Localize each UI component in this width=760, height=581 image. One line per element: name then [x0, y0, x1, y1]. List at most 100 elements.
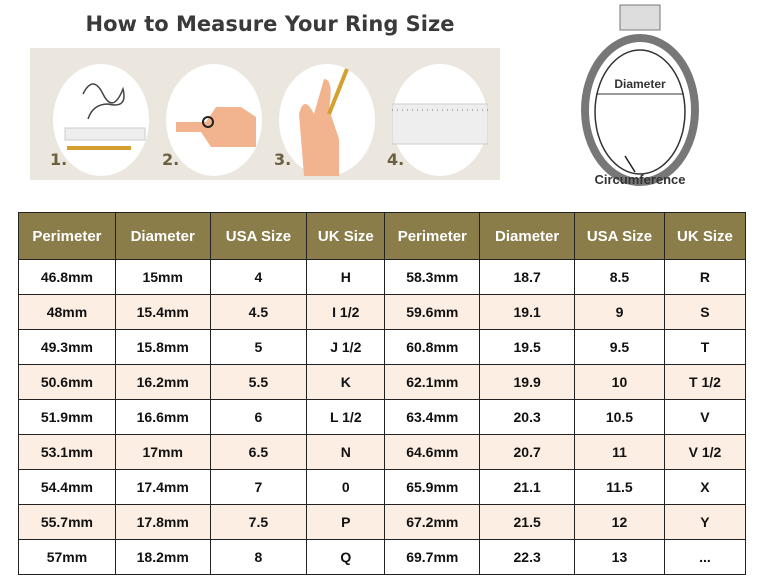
table-row: 48mm 15.4mm 4.5 I 1/2 59.6mm 19.1 9 S: [18, 294, 747, 330]
table-cell: 16.6mm: [114, 399, 211, 435]
table-row: 53.1mm 17mm 6.5 N 64.6mm 20.7 11 V 1/2: [18, 434, 747, 470]
table-cell: 19.5: [479, 329, 575, 365]
finger-wrap-icon: [176, 107, 256, 147]
table-cell: 5.5: [209, 364, 308, 400]
string-ruler-pencil-icon: [64, 83, 146, 150]
table-cell: 8: [209, 539, 308, 575]
column-header: Diameter: [114, 212, 211, 260]
table-cell: 55.7mm: [18, 504, 116, 540]
step-2-image: [166, 64, 262, 176]
table-row: 50.6mm 16.2mm 5.5 K 62.1mm 19.9 10 T 1/2: [18, 364, 747, 400]
table-cell: 67.2mm: [384, 504, 481, 540]
table-cell: 19.1: [479, 294, 575, 330]
table-cell: I 1/2: [306, 294, 386, 330]
ring-icon: Diameter Circumference: [581, 4, 699, 187]
table-cell: 7.5: [209, 504, 308, 540]
step-1-number: 1.: [50, 150, 68, 169]
table-cell: 65.9mm: [384, 469, 481, 505]
table-cell: 48mm: [18, 294, 116, 330]
table-cell: 49.3mm: [18, 329, 116, 365]
table-cell: V: [663, 399, 747, 435]
table-cell: 9: [573, 294, 665, 330]
table-cell: P: [306, 504, 386, 540]
table-cell: S: [663, 294, 747, 330]
table-cell: 17mm: [114, 434, 211, 470]
page-title: How to Measure Your Ring Size: [85, 12, 455, 36]
table-cell: 53.1mm: [18, 434, 116, 470]
step-3-image: [279, 64, 375, 176]
circumference-label: Circumference: [594, 172, 685, 187]
ring-diagram: Diameter Circumference: [570, 0, 730, 195]
column-header: UK Size: [663, 212, 747, 260]
table-cell: J 1/2: [306, 329, 386, 365]
table-cell: 19.9: [479, 364, 575, 400]
measure-steps-illustration: 1. 2. 3. 4.: [30, 48, 500, 180]
table-cell: 6: [209, 399, 308, 435]
table-row: 46.8mm 15mm 4 H 58.3mm 18.7 8.5 R: [18, 259, 747, 295]
table-cell: 57mm: [18, 539, 116, 575]
hand-pencil-icon: [299, 68, 349, 176]
step-4-number: 4.: [387, 150, 405, 169]
table-cell: 22.3: [479, 539, 575, 575]
table-cell: 11.5: [573, 469, 665, 505]
table-cell: 10: [573, 364, 665, 400]
column-header: USA Size: [573, 212, 665, 260]
table-cell: 50.6mm: [18, 364, 116, 400]
table-cell: 15mm: [114, 259, 211, 295]
step-3-number: 3.: [274, 150, 292, 169]
table-cell: N: [306, 434, 386, 470]
table-cell: 21.1: [479, 469, 575, 505]
table-cell: 17.4mm: [114, 469, 211, 505]
column-header: UK Size: [306, 212, 386, 260]
table-cell: 8.5: [573, 259, 665, 295]
table-cell: 63.4mm: [384, 399, 481, 435]
table-cell: 18.7: [479, 259, 575, 295]
table-cell: 13: [573, 539, 665, 575]
table-cell: 12: [573, 504, 665, 540]
table-cell: 20.3: [479, 399, 575, 435]
table-cell: 59.6mm: [384, 294, 481, 330]
table-cell: 15.4mm: [114, 294, 211, 330]
table-cell: 54.4mm: [18, 469, 116, 505]
ring-size-table: Perimeter Diameter USA Size UK Size Perimete…: [18, 212, 747, 575]
table-cell: 7: [209, 469, 308, 505]
diameter-label: Diameter: [614, 77, 666, 91]
table-cell: R: [663, 259, 747, 295]
table-row: 49.3mm 15.8mm 5 J 1/2 60.8mm 19.5 9.5 T: [18, 329, 747, 365]
table-cell: 18.2mm: [114, 539, 211, 575]
table-cell: 9.5: [573, 329, 665, 365]
table-cell: 15.8mm: [114, 329, 211, 365]
table-cell: 4: [209, 259, 308, 295]
table-cell: V 1/2: [663, 434, 747, 470]
table-cell: 21.5: [479, 504, 575, 540]
table-cell: Y: [663, 504, 747, 540]
column-header: Perimeter: [18, 212, 116, 260]
column-header: Diameter: [479, 212, 575, 260]
table-cell: 69.7mm: [384, 539, 481, 575]
table-cell: 60.8mm: [384, 329, 481, 365]
table-row: 54.4mm 17.4mm 7 0 65.9mm 21.1 11.5 X: [18, 469, 747, 505]
table-cell: 0: [306, 469, 386, 505]
table-cell: 62.1mm: [384, 364, 481, 400]
table-cell: X: [663, 469, 747, 505]
column-header: Perimeter: [384, 212, 481, 260]
table-header: Perimeter Diameter USA Size UK Size Perimete…: [18, 212, 747, 260]
table-cell: 51.9mm: [18, 399, 116, 435]
table-row: 57mm 18.2mm 8 Q 69.7mm 22.3 13...: [18, 539, 747, 575]
table-cell: 17.8mm: [114, 504, 211, 540]
step-4-image: [391, 64, 489, 176]
table-cell: 58.3mm: [384, 259, 481, 295]
table-cell: 20.7: [479, 434, 575, 470]
table-cell: 11: [573, 434, 665, 470]
table-cell: L 1/2: [306, 399, 386, 435]
table-cell: T: [663, 329, 747, 365]
table-cell: K: [306, 364, 386, 400]
step-1-image: [53, 64, 149, 176]
table-cell: Q: [306, 539, 386, 575]
table-cell: 64.6mm: [384, 434, 481, 470]
step-2-number: 2.: [162, 150, 180, 169]
table-cell: 46.8mm: [18, 259, 116, 295]
table-cell: 10.5: [573, 399, 665, 435]
table-cell: H: [306, 259, 386, 295]
table-row: 51.9mm 16.6mm 6 L 1/2 63.4mm 20.3 10.5 V: [18, 399, 747, 435]
